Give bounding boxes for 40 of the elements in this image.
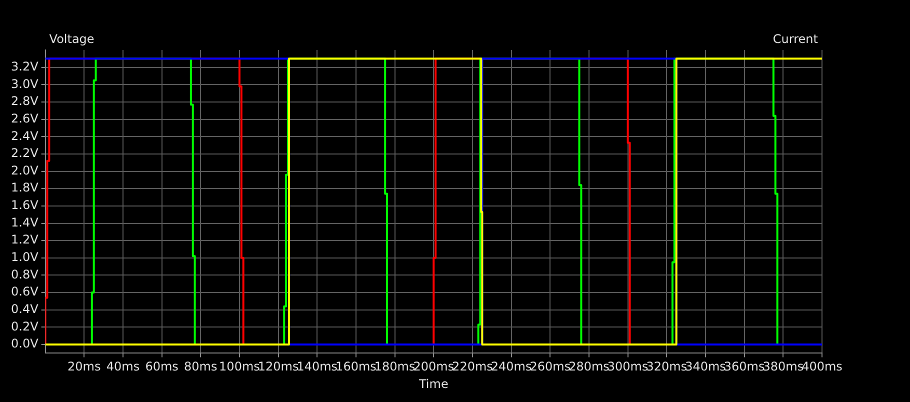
x-tick-label: 200ms [413, 360, 454, 374]
x-tick-label: 400ms [802, 360, 842, 374]
y2-axis-title: Current [772, 32, 818, 46]
y-tick-label: 3.0V [10, 76, 40, 91]
y-tick-label: 0.6V [10, 284, 40, 299]
x-tick-label: 100ms [219, 360, 260, 374]
x-tick-label: 140ms [296, 360, 338, 374]
x-tick-label: 40ms [106, 360, 140, 374]
y-tick-label: 2.6V [10, 111, 40, 126]
y-tick-label: 0.0V [10, 336, 40, 351]
y-tick-label: 1.6V [10, 198, 40, 212]
x-tick-label: 220ms [452, 360, 493, 374]
x-tick-label: 360ms [724, 360, 765, 374]
x-tick-label: 120ms [258, 360, 299, 374]
x-tick-label: 340ms [685, 360, 726, 374]
y-tick-label: 1.4V [10, 215, 40, 230]
x-tick-label: 180ms [374, 360, 416, 374]
x-axis-title: Time [418, 376, 448, 391]
y-tick-label: 1.2V [10, 232, 40, 247]
y-tick-label: 2.4V [10, 128, 40, 143]
x-tick-label: 80ms [184, 360, 218, 374]
x-tick-label: 60ms [145, 360, 178, 374]
x-tick-label: 20ms [68, 360, 101, 374]
x-tick-label: 160ms [336, 360, 376, 374]
y-tick-label: 0.8V [10, 267, 40, 282]
y-tick-label: 0.2V [10, 319, 40, 334]
y-tick-label: 2.8V [10, 94, 40, 108]
x-tick-label: 320ms [646, 360, 688, 374]
x-tick-label: 280ms [568, 360, 610, 374]
y-tick-label: 0.4V [10, 302, 40, 316]
x-tick-label: 380ms [762, 360, 804, 374]
x-tick-label: 300ms [607, 360, 648, 374]
y-tick-label: 2.2V [10, 146, 40, 160]
y-tick-label: 3.2V [10, 59, 40, 74]
x-tick-label: 260ms [530, 360, 571, 374]
y-tick-label: 1.0V [10, 250, 40, 264]
y-tick-label: 1.8V [10, 180, 40, 195]
x-tick-label: 240ms [490, 360, 532, 374]
y-axis-title: Voltage [49, 32, 94, 46]
y-tick-label: 2.0V [10, 163, 40, 178]
